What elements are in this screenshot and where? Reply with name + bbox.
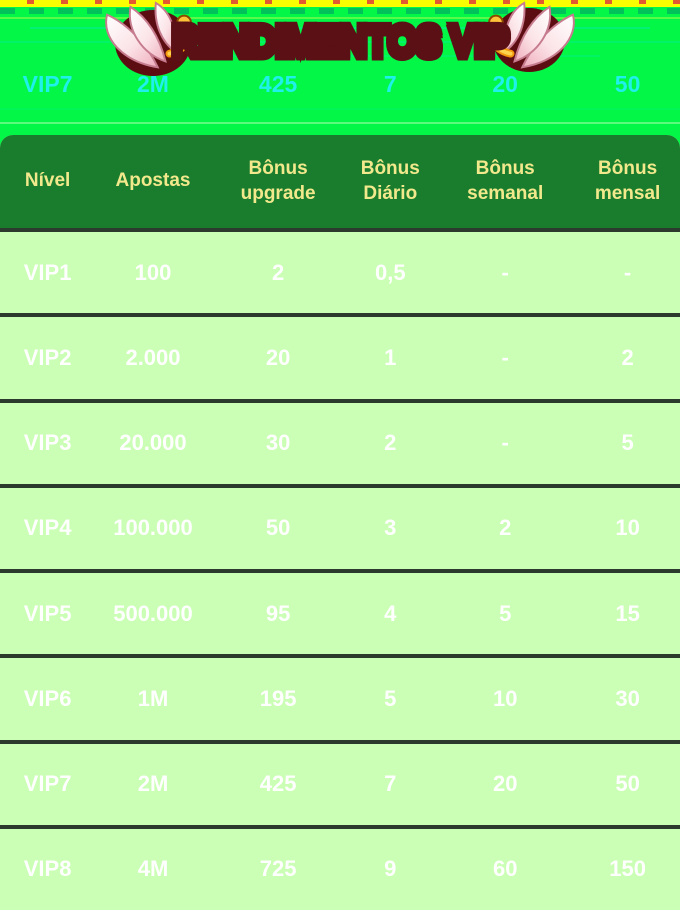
bonus-value: 95 [265, 600, 291, 626]
bonus-value: 20 [492, 771, 518, 797]
bonus-value: 1 [384, 344, 397, 370]
bonus-value: 7 [383, 70, 397, 97]
column-header: Bônus mensal [594, 157, 661, 204]
bonus-value: 15 [615, 600, 640, 626]
bonus-value: 50 [265, 515, 291, 541]
page-title: RENDIMENTOS VIP RENDIMENTOS VIP [169, 13, 513, 67]
glitch-streak [0, 41, 680, 43]
bonus-value: 2 [271, 259, 285, 285]
bonus-value: 195 [259, 685, 297, 711]
glitch-streak [30, 27, 650, 29]
teal-dash-row [0, 8, 680, 14]
vip-level: VIP3 [23, 430, 72, 456]
bonus-value: 1M [137, 685, 169, 711]
table-body[interactable]: VIP1 100 2 0,5 - - VIP2 2.000 20 1 - 2 VIP3 20.000 30 2… [0, 228, 680, 910]
page-title-outline: RENDIMENTOS VIP [169, 13, 513, 67]
column-header: Nível [24, 170, 71, 192]
bonus-value: 30 [265, 430, 291, 456]
bonus-value: 5 [499, 600, 512, 626]
table-row: VIP6 1M 195 5 10 30 [0, 654, 680, 739]
bonus-value: 60 [492, 856, 518, 882]
table-row: VIP2 2.000 20 1 - 2 [0, 313, 680, 398]
bonus-value: 500.000 [113, 600, 193, 626]
page-title-text: RENDIMENTOS VIP [171, 13, 509, 60]
table-header: Nível Apostas Bônus upgrade Bônus Diário Bôn… [0, 135, 680, 228]
bonus-value: 50 [615, 771, 640, 797]
bonus-value: 2 [621, 344, 634, 370]
bonus-value: 20 [265, 344, 291, 370]
top-red-dashes [0, 0, 680, 4]
title-banner: RENDIMENTOS VIP RENDIMENTOS VIP [103, 0, 577, 86]
vip-level: VIP1 [23, 259, 72, 285]
glitch-streak [0, 108, 680, 110]
bonus-value: 10 [492, 685, 518, 711]
bonus-value: - [501, 259, 509, 285]
table-row: VIP3 20.000 30 2 - 5 [0, 398, 680, 484]
bonus-value: - [623, 259, 632, 285]
bonus-value: 9 [384, 856, 397, 882]
vip-level: VIP7 [23, 771, 72, 797]
vip-level: VIP7 [22, 70, 73, 97]
glitch-streak [0, 17, 680, 19]
column-header: Apostas [115, 170, 191, 192]
vip-level: VIP4 [23, 515, 72, 541]
bonus-value: 4M [137, 856, 169, 882]
bonus-value: 20.000 [119, 430, 187, 456]
bonus-value: 50 [614, 70, 641, 97]
bonus-value: 2 [384, 430, 397, 456]
bonus-value: - [501, 430, 509, 456]
bonus-value: 425 [258, 70, 298, 97]
panel-top-hairline [0, 122, 680, 124]
bonus-value: 150 [609, 856, 646, 882]
bonus-value: 5 [384, 685, 397, 711]
bonus-value: 0,5 [374, 259, 406, 285]
vip-level: VIP8 [23, 856, 72, 882]
vip-level: VIP5 [23, 600, 72, 626]
table-row: VIP8 4M 725 9 60 150 [0, 824, 680, 910]
vip-table[interactable]: Nível Apostas Bônus upgrade Bônus Diário Bôn… [0, 135, 680, 910]
bonus-value: 10 [615, 515, 640, 541]
wing-icon [488, 1, 575, 69]
bonus-value: 20 [492, 70, 518, 97]
table-row: VIP7 2M 425 7 20 50 [0, 739, 680, 825]
bonus-value: 425 [259, 771, 297, 797]
column-header: Bônus upgrade [240, 157, 316, 204]
column-header: Bônus semanal [467, 157, 544, 204]
vip-level: VIP6 [23, 685, 72, 711]
bonus-value: 2.000 [125, 344, 181, 370]
bonus-value: 100 [134, 259, 172, 285]
bonus-value: 2 [499, 515, 512, 541]
vip-level: VIP2 [23, 344, 72, 370]
bonus-value: 7 [384, 771, 397, 797]
bonus-value: 5 [621, 430, 634, 456]
bonus-value: 725 [259, 856, 297, 882]
column-header: Bônus Diário [360, 157, 420, 204]
table-row: VIP1 100 2 0,5 - - [0, 228, 680, 313]
table-row: VIP4 100.000 50 3 2 10 [0, 483, 680, 569]
bonus-value: - [501, 344, 509, 370]
glitch-streak [120, 55, 600, 57]
bonus-value: 3 [384, 515, 397, 541]
bonus-value: 4 [384, 600, 397, 626]
bonus-value: 100.000 [113, 515, 193, 541]
bonus-value: 30 [615, 685, 640, 711]
wing-icon [105, 1, 192, 69]
bonus-value: 2M [137, 771, 169, 797]
table-row: VIP5 500.000 95 4 5 15 [0, 569, 680, 654]
